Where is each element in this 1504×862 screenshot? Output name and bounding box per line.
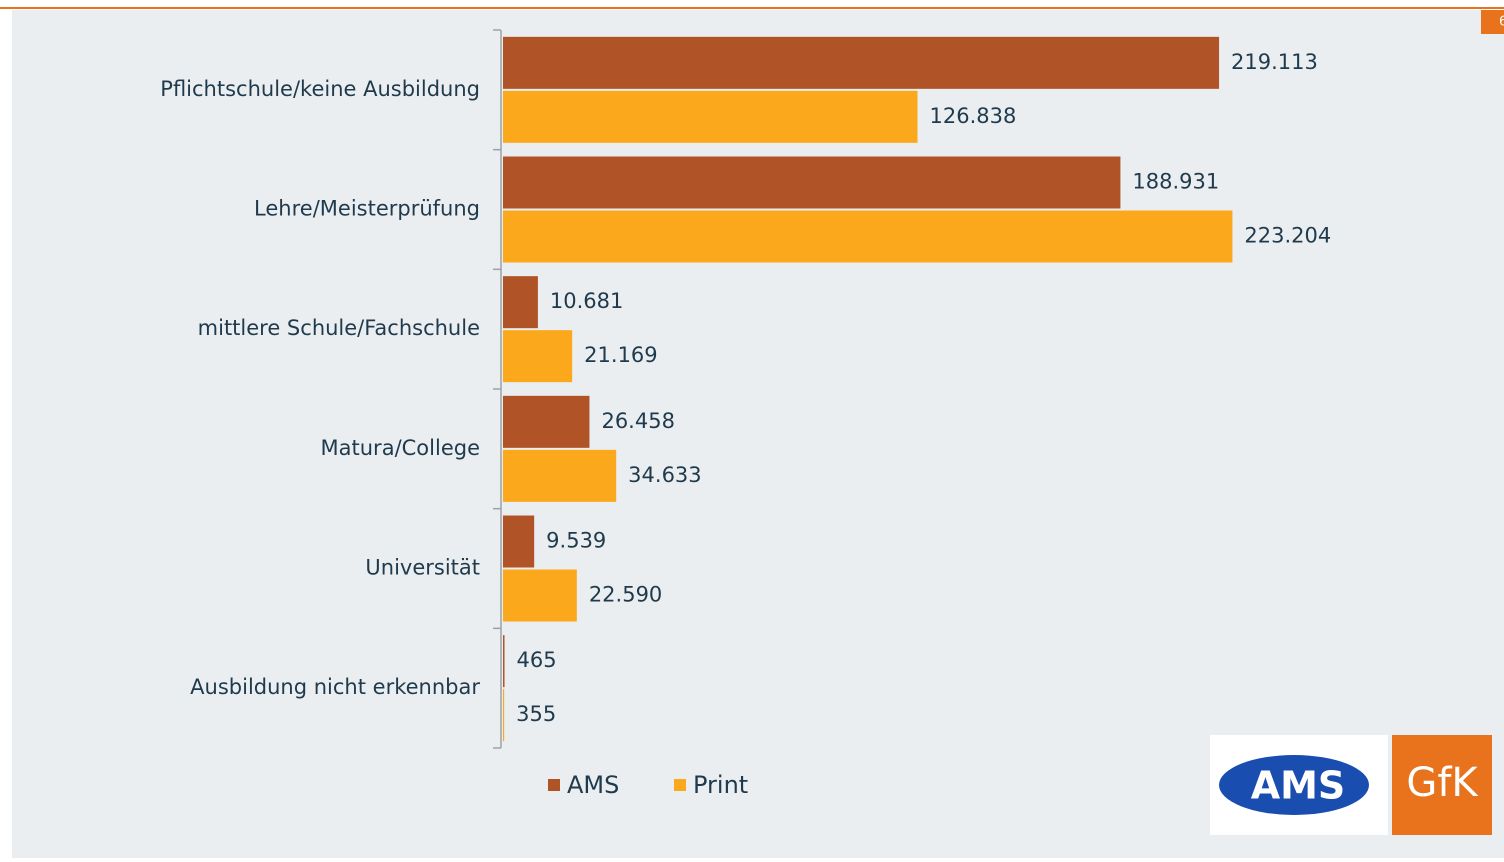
value-label: 219.113 [1231,50,1318,74]
value-label: 223.204 [1244,224,1331,248]
legend-label: Print [693,771,748,799]
bar [503,635,505,688]
bar [503,210,1233,263]
legend-swatch [674,779,686,791]
bar [503,515,535,568]
legend-label: AMS [567,771,619,799]
bar [503,395,590,448]
ams-logo-oval [1219,755,1369,815]
category-label: Universität [365,556,480,580]
category-label: Matura/College [321,436,480,460]
value-label: 465 [517,648,557,672]
value-label: 34.633 [628,463,701,487]
page-number-box [1481,10,1504,34]
page-number: 6 [1499,15,1504,30]
bar [503,569,577,622]
category-label: Ausbildung nicht erkennbar [190,675,480,699]
legend-swatch [548,779,560,791]
value-label: 188.931 [1132,170,1219,194]
bar [503,276,538,329]
bar [503,36,1220,89]
value-label: 355 [516,702,556,726]
ams-logo: AMS [1251,764,1346,808]
bar [503,449,617,502]
value-label: 9.539 [546,529,606,553]
category-label: Lehre/Meisterprüfung [254,197,480,221]
value-label: 126.838 [930,104,1017,128]
gfk-logo: GfK [1406,760,1479,806]
value-label: 22.590 [589,583,662,607]
bar [503,330,573,383]
category-label: mittlere Schule/Fachschule [198,316,480,340]
value-label: 21.169 [584,343,657,367]
value-label: 26.458 [601,409,674,433]
value-label: 10.681 [550,289,623,313]
gfk-logo-box [1392,735,1492,835]
bar [503,90,918,143]
bar [503,689,505,742]
category-label: Pflichtschule/keine Ausbildung [160,77,480,101]
background [12,10,1504,858]
bar [503,156,1121,209]
